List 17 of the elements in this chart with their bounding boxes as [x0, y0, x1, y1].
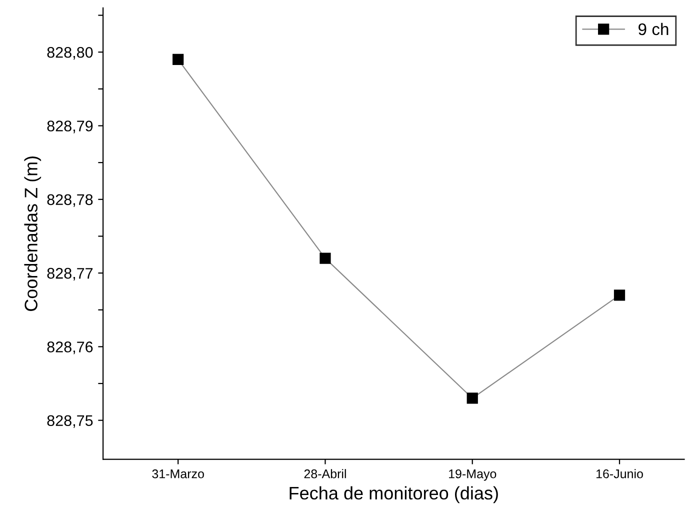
y-axis-title: Coordenadas Z (m): [24, 156, 42, 311]
point: [172, 54, 184, 66]
x-tick-label: 19-Mayo: [449, 469, 496, 481]
point: [614, 290, 626, 301]
x-tick-label: 31-Marzo: [152, 469, 204, 478]
y-tick-label: 828,80: [47, 46, 93, 60]
y-tick-label: 828,75: [47, 415, 93, 428]
point: [466, 392, 478, 404]
point: [320, 252, 331, 264]
x-tick-label: 16-Junio: [596, 469, 643, 478]
x-tick-label: 28-Abril: [304, 469, 346, 478]
y-tick-label: 828,76: [47, 342, 93, 354]
y-tick-label: 828,79: [47, 120, 93, 134]
legend-label: 9 ch: [638, 22, 668, 36]
y-tick-label: 828,78: [47, 194, 93, 207]
y-tick-label: 828,77: [47, 268, 93, 281]
x-axis-title: Fecha de monitoreo (dias): [290, 486, 498, 504]
